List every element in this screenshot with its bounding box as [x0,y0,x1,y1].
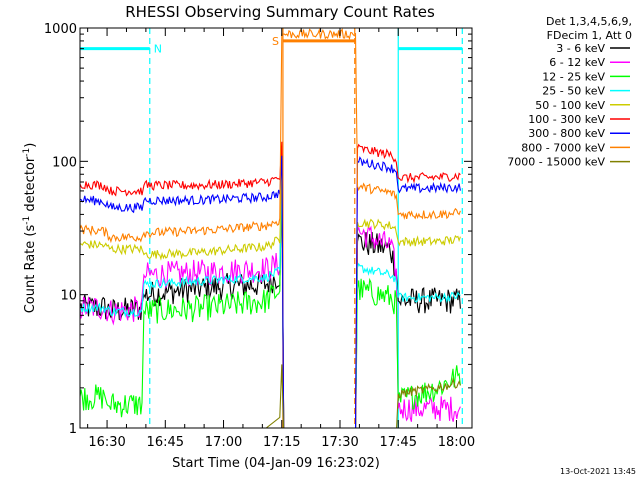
plot-frame [79,27,473,429]
y-axis-ticks: 1 10 100 1000 [44,22,472,437]
x-tick-label: 18:00 [438,435,475,450]
series-line-1 [80,161,461,428]
y-tick-label: 100 [52,155,77,170]
x-tick-label: 16:45 [147,435,184,450]
legend-entry-label: 25 - 50 keV [542,85,605,98]
y-axis-label-main: Count Rate (s [23,225,38,314]
x-axis-ticks: 16:30 16:45 17:00 17:15 17:30 17:45 18:00 [87,28,475,450]
legend: Det 1,3,4,5,6,9, FDecim 1, Att 0 3 - 6 k… [507,15,632,169]
y-axis-label-sup2: -1 [22,148,32,157]
legend-entry-label: 7000 - 15000 keV [507,156,605,169]
y-axis-label-sup1: -1 [22,216,32,225]
y-tick-label: 1000 [44,22,77,37]
x-tick-label: 17:45 [380,435,417,450]
x-axis-label: Start Time (04-Jan-09 16:23:02) [172,456,380,471]
series-line-0 [80,174,461,428]
x-tick-label: 16:30 [88,435,125,450]
series-line-8 [260,364,461,428]
flag-bar-label: S [272,35,279,48]
series-line-3 [80,161,461,428]
series-line-5 [80,141,461,428]
x-tick-label: 17:15 [263,435,300,450]
legend-entry-label: 300 - 800 keV [528,127,605,140]
flag-bar-label: N [154,43,162,56]
series-line-4 [80,161,461,428]
series-line-7 [80,28,461,244]
legend-entry-label: 100 - 300 keV [528,113,605,126]
series-lines [80,28,461,428]
x-tick-label: 17:30 [321,435,358,450]
legend-entry-label: 3 - 6 keV [556,42,605,55]
y-axis-label-mid: detector [23,156,38,216]
chart-title: RHESSI Observing Summary Count Rates [125,3,435,21]
legend-entry-label: 6 - 12 keV [549,56,605,69]
legend-header-line1: Det 1,3,4,5,6,9, [546,15,632,28]
x-tick-label: 17:00 [205,435,242,450]
legend-entry-label: 12 - 25 keV [542,70,605,83]
y-axis-label-end: ) [23,143,38,148]
y-tick-label: 10 [60,289,77,304]
legend-header-line2: FDecim 1, Att 0 [547,29,632,42]
y-axis-label: Count Rate (s-1 detector-1) [22,143,38,314]
y-tick-label: 1 [69,422,77,437]
generation-timestamp: 13-Oct-2021 13:45 [560,467,636,476]
flag-bars: NS [80,35,463,56]
legend-entry-label: 800 - 7000 keV [521,141,605,154]
series-line-6 [80,155,461,428]
legend-entry-label: 50 - 100 keV [535,99,605,112]
